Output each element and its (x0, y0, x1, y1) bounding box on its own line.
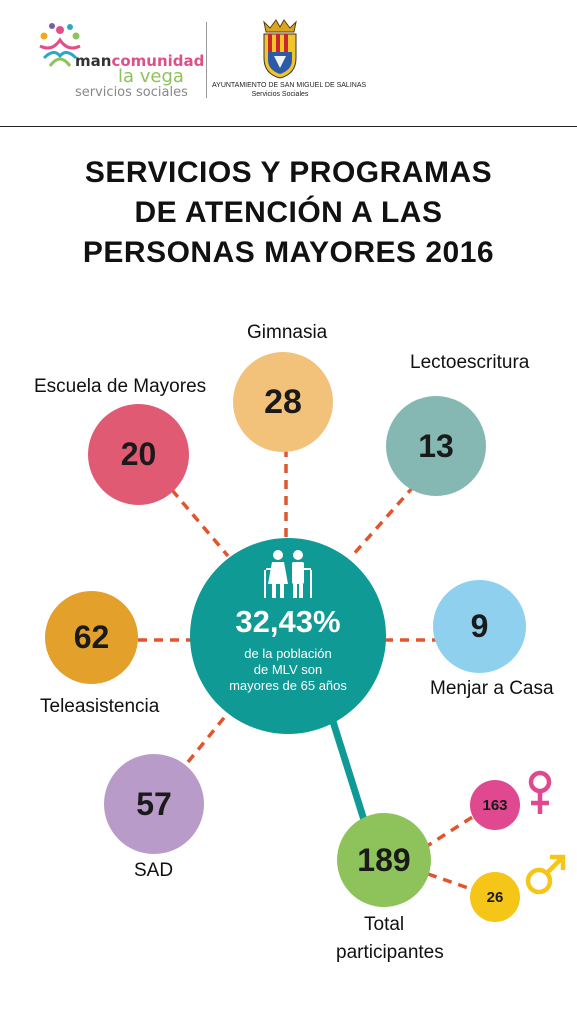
female-circle: 163 (470, 780, 520, 830)
header-rule (0, 126, 577, 127)
sad-circle: 57 (104, 754, 204, 854)
gimnasia-label: Gimnasia (247, 322, 328, 343)
org-logo-line3: servicios sociales (75, 85, 188, 100)
escuela-circle: 20 (88, 404, 189, 505)
connector-escuela (170, 488, 230, 558)
center-desc-1: de la población (244, 646, 332, 661)
teleasistencia-value: 62 (73, 619, 110, 655)
center-desc-2: de MLV son (253, 662, 323, 677)
coat-of-arms-icon (263, 19, 297, 79)
connector-lectoescritura (350, 484, 416, 558)
connector-female (423, 814, 475, 850)
center-desc-3: mayores de 65 años (229, 678, 347, 693)
teleasistencia-label: Teleasistencia (40, 696, 160, 717)
lectoescritura-label: Lectoescritura (410, 352, 530, 373)
header: mancomunidad la vega servicios sociales … (0, 0, 577, 128)
menjar-value: 9 (470, 608, 489, 644)
ayuntamiento-dept: Servicios Sociales (251, 91, 309, 98)
center-circle: 32,43% de la población de MLV son mayore… (190, 538, 386, 734)
total-value: 189 (357, 841, 411, 878)
total-circle: 189 (337, 813, 431, 907)
sad-label: SAD (134, 860, 174, 881)
lectoescritura-circle: 13 (386, 396, 486, 496)
elderly-couple-icon (264, 550, 312, 598)
gimnasia-value: 28 (264, 382, 302, 421)
page-title-line2: DE ATENCIÓN A LAS (134, 196, 443, 229)
center-percent: 32,43% (235, 604, 341, 639)
connector-sad (186, 706, 234, 764)
male-symbol-icon (525, 854, 566, 895)
sad-value: 57 (136, 785, 172, 822)
connector-male (427, 872, 475, 892)
female-symbol-icon (528, 770, 552, 814)
mancomunidad-logo-icon (39, 23, 81, 67)
male-value: 26 (486, 888, 504, 906)
ayuntamiento-name: AYUNTAMIENTO DE SAN MIGUEL DE SALINAS (212, 82, 367, 89)
page-title-line3: PERSONAS MAYORES 2016 (82, 236, 495, 269)
menjar-circle: 9 (433, 580, 526, 673)
lectoescritura-value: 13 (418, 427, 454, 464)
female-value: 163 (482, 796, 508, 814)
total-label-1: Total (364, 914, 405, 935)
org-logo-part1: man (75, 52, 112, 70)
connector-total (326, 710, 368, 822)
menjar-label: Menjar a Casa (430, 678, 554, 699)
gimnasia-circle: 28 (233, 352, 333, 452)
total-label-2: participantes (336, 942, 444, 963)
escuela-value: 20 (120, 436, 157, 472)
page-title-line1: SERVICIOS Y PROGRAMAS (84, 156, 493, 189)
org-logo-part2: comunidad (111, 52, 205, 70)
male-circle: 26 (470, 872, 520, 922)
org-logo-line1: mancomunidad (75, 54, 204, 69)
teleasistencia-circle: 62 (45, 591, 138, 684)
header-divider (206, 22, 207, 98)
escuela-label: Escuela de Mayores (34, 376, 207, 397)
org-logo-line2: la vega (118, 66, 184, 87)
